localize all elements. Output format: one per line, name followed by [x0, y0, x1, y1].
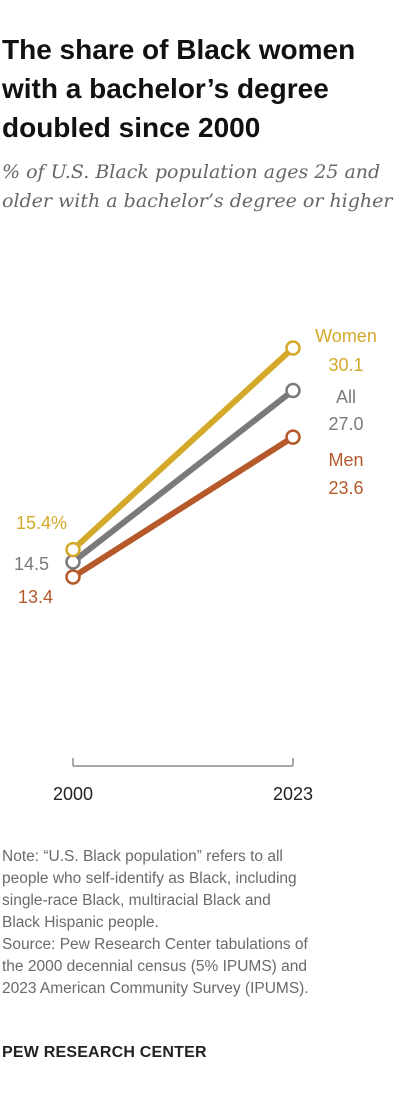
series-line-men: [71, 434, 295, 580]
x-tick-label: 2000: [53, 784, 93, 804]
series-name-label: Women: [315, 326, 377, 346]
series-line-all: [71, 388, 295, 565]
series-line-women: [70, 345, 296, 552]
data-label-all: 14.5: [14, 554, 49, 574]
data-label-all: 27.0: [328, 414, 363, 434]
line-chart: 2000 2023 15.4% 14.5 13.4 Women 30.1 All 27.0 Men…: [14, 326, 377, 804]
data-point-men: [65, 569, 81, 585]
publisher-logo: PEW RESEARCH CENTER: [2, 1044, 207, 1061]
data-label-women: 15.4%: [16, 513, 67, 533]
note-line: people who self-identify as Black, inclu…: [2, 870, 297, 887]
chart-title: The share of Black women with a bachelor…: [2, 34, 356, 143]
data-point-women: [285, 340, 301, 356]
source-line: the 2000 decennial census (5% IPUMS) and: [2, 958, 308, 975]
source-line: 2023 American Community Survey (IPUMS).: [2, 980, 309, 997]
data-point-women: [65, 541, 81, 558]
series-name-label: Men: [328, 450, 363, 470]
data-point-all: [65, 554, 81, 570]
note-line: Note: “U.S. Black population” refers to …: [2, 848, 283, 865]
data-point-all: [285, 382, 301, 399]
data-label-men: 13.4: [18, 587, 53, 607]
data-label-men: 23.6: [328, 478, 363, 498]
series-name-label: All: [336, 387, 356, 407]
x-tick-label: 2023: [273, 784, 313, 804]
data-point-men: [285, 429, 301, 445]
chart-note: Note: “U.S. Black population” refers to …: [2, 846, 398, 1000]
source-line: Source: Pew Research Center tabulations …: [2, 936, 308, 953]
chart-subtitle: % of U.S. Black population ages 25 and o…: [2, 161, 393, 212]
note-line: Black Hispanic people.: [2, 914, 159, 931]
note-line: single-race Black, multiracial Black and: [2, 892, 271, 909]
data-label-women: 30.1: [328, 355, 363, 375]
